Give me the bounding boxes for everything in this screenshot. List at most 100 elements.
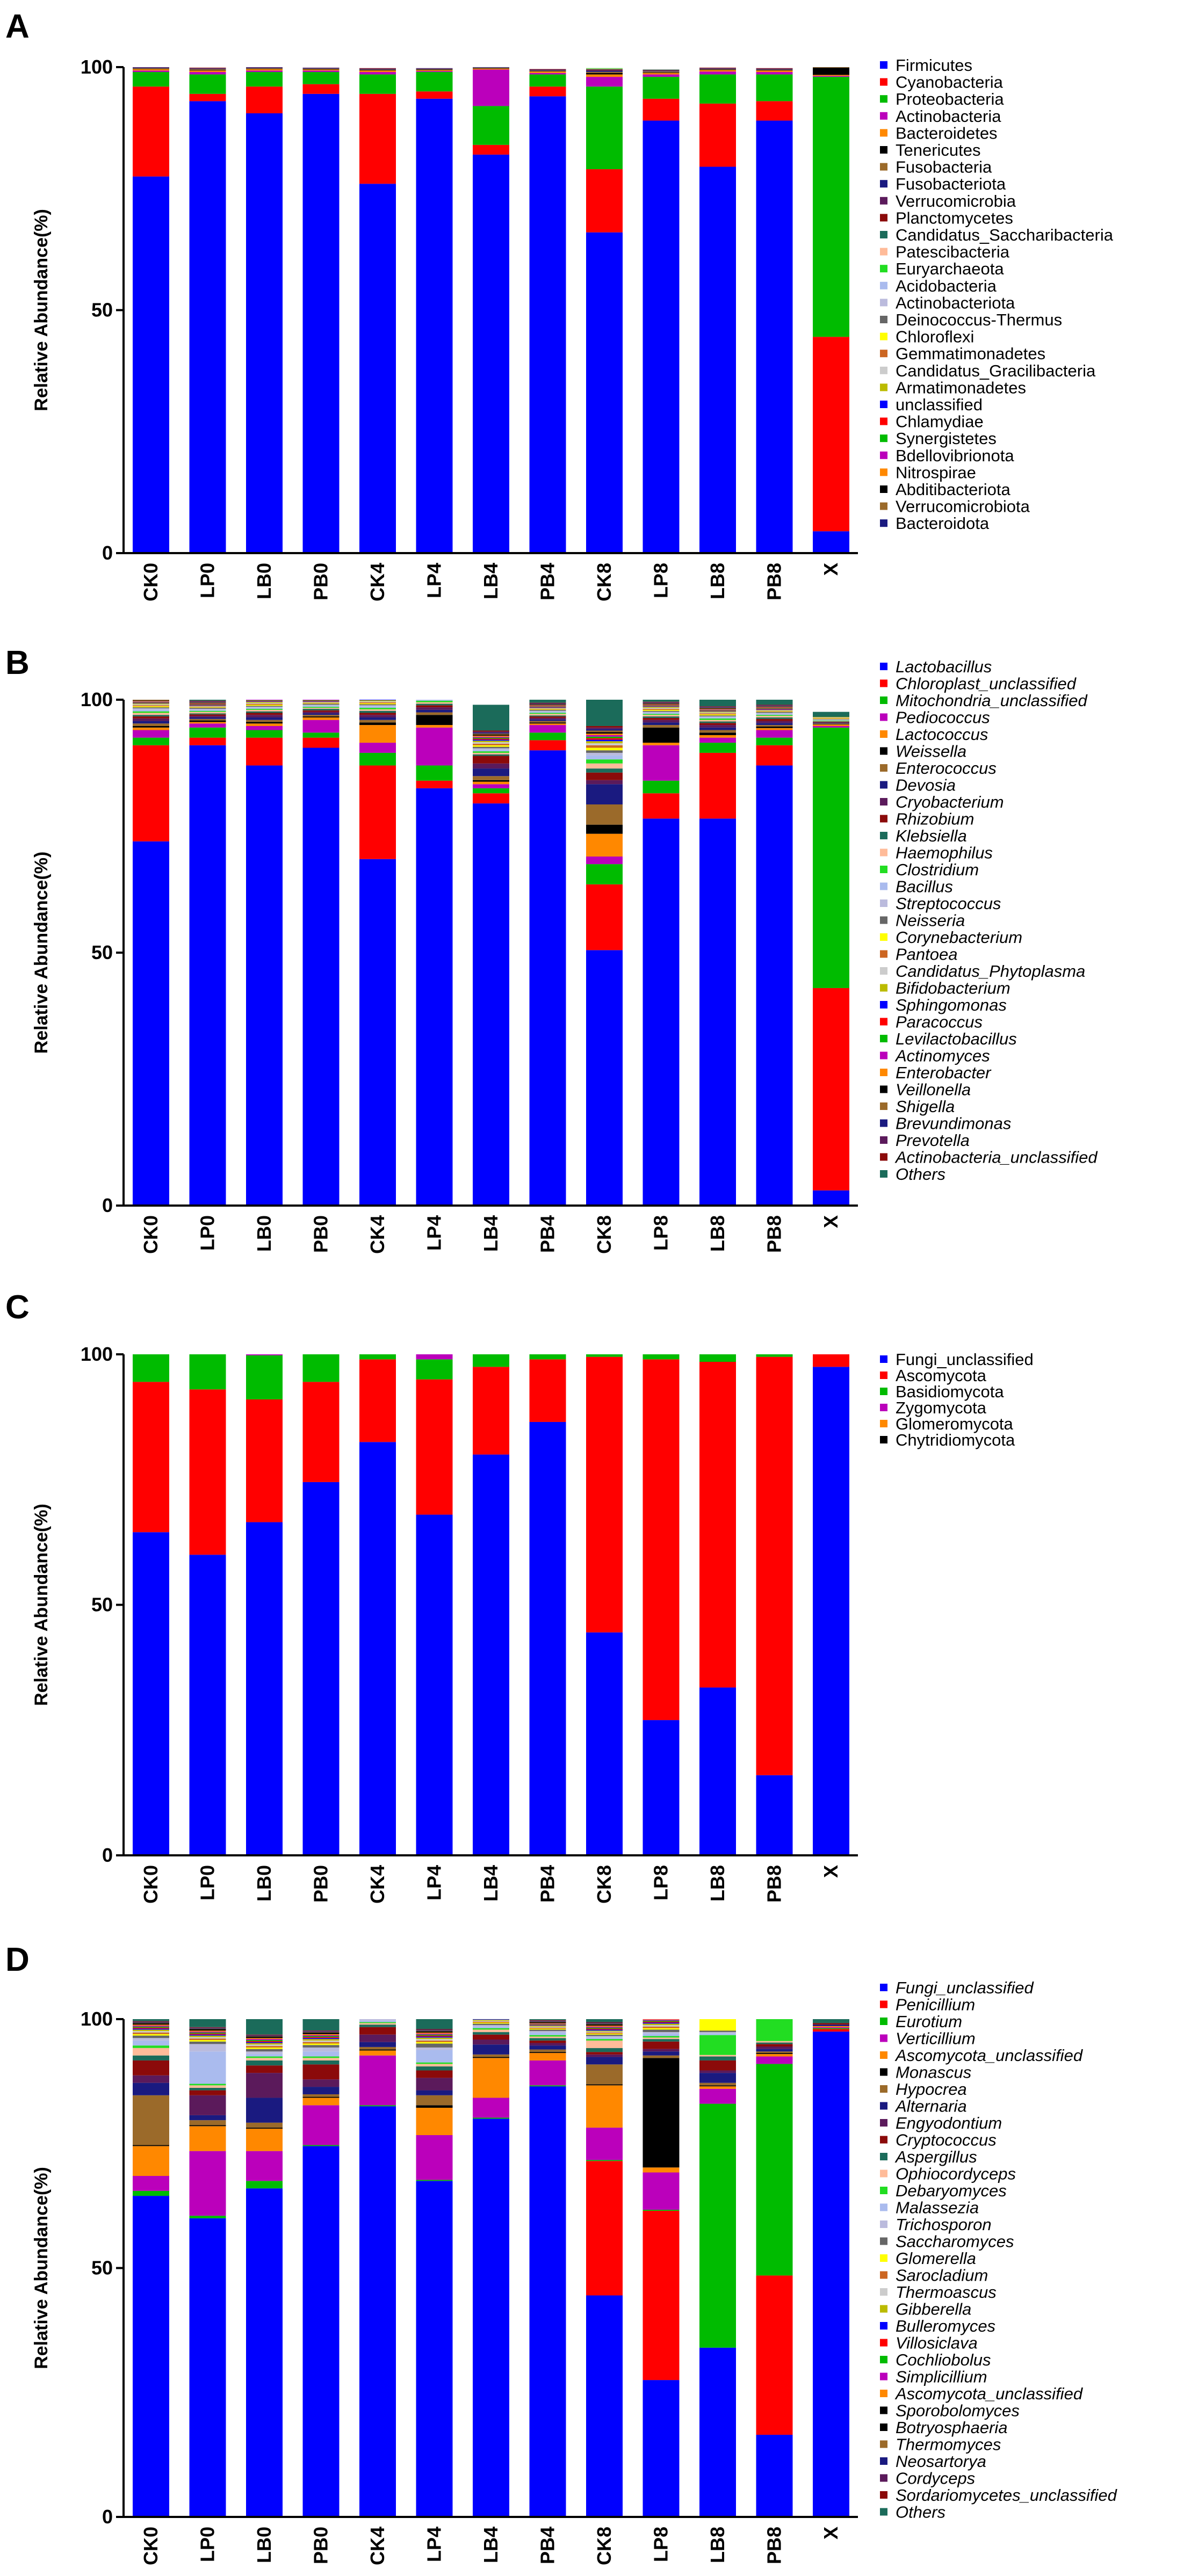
bar-segment: [643, 71, 680, 72]
bar-segment: [529, 706, 566, 707]
bar-segment: [246, 711, 283, 713]
bar-segment: [246, 701, 283, 702]
legend-swatch: [880, 2018, 887, 2025]
bar-segment: [416, 700, 453, 701]
bar-segment: [699, 2082, 736, 2086]
bar-segment: [756, 1354, 793, 1357]
legend-swatch: [880, 2339, 887, 2347]
bar-segment: [643, 708, 680, 710]
legend-label: Nitrospirae: [896, 463, 976, 482]
legend-swatch: [880, 112, 887, 120]
bar-segment: [246, 2128, 283, 2151]
legend-swatch: [880, 2372, 887, 2381]
bar-segment: [699, 735, 736, 738]
bar-segment: [246, 67, 283, 68]
bar-segment: [133, 68, 169, 69]
legend-swatch: [880, 1102, 887, 1110]
legend-swatch: [880, 129, 887, 137]
bar-segment: [586, 738, 623, 740]
legend-swatch: [880, 2254, 887, 2262]
bar-segment: [133, 2034, 169, 2036]
bar-segment: [189, 2033, 226, 2035]
bar-segment: [359, 184, 396, 553]
legend-swatch: [880, 899, 887, 907]
bar-segment: [813, 2031, 849, 2517]
legend-label: Ascomycota: [896, 1366, 987, 1385]
legend-swatch: [880, 713, 887, 721]
bar-segment: [643, 708, 680, 709]
bar-segment: [189, 712, 226, 714]
legend-swatch: [880, 61, 887, 69]
bar-segment: [699, 2035, 736, 2055]
bar-segment: [586, 1356, 623, 1632]
legend-label: Weissella: [896, 742, 966, 761]
bar-segment: [529, 703, 566, 705]
bar-segment: [813, 727, 849, 988]
bar-segment: [416, 2029, 453, 2030]
x-tick-label: LB4: [480, 563, 502, 599]
bar-segment: [586, 2030, 623, 2032]
bar-segment: [529, 2036, 566, 2038]
bar-segment: [586, 727, 623, 729]
bar-segment: [473, 144, 509, 155]
legend-label: Alternaria: [894, 2097, 967, 2116]
bar-segment: [473, 1367, 509, 1455]
legend-label: Synergistetes: [896, 429, 997, 448]
bar-segment: [416, 705, 453, 708]
bar-segment: [416, 703, 453, 706]
bar-segment: [586, 72, 623, 73]
bar-segment: [813, 2028, 849, 2029]
bar-segment: [586, 2022, 623, 2023]
bar-segment: [699, 717, 736, 719]
bar-segment: [643, 2210, 680, 2211]
bar-segment: [133, 2023, 169, 2025]
bar-segment: [586, 2026, 623, 2027]
bar-segment: [133, 2095, 169, 2145]
bar-segment: [529, 2026, 566, 2027]
bars: [133, 700, 849, 1206]
bar-segment: [643, 2167, 680, 2173]
bar-stack-CK4: [359, 2019, 396, 2517]
legend-swatch: [880, 2406, 887, 2414]
bar-stack-LP0: [189, 67, 226, 554]
bar-segment: [756, 726, 793, 728]
bar-segment: [302, 708, 340, 710]
bar-segment: [699, 708, 736, 709]
legend-label: Villosiclava: [896, 2334, 978, 2353]
bar-stack-CK0: [133, 1354, 169, 1855]
bar-segment: [529, 1359, 566, 1422]
bar-stack-PB0: [302, 2019, 340, 2517]
x-tick-label: PB8: [763, 563, 785, 600]
panel-letter: C: [5, 1289, 30, 1326]
bar-segment: [473, 2025, 509, 2027]
legend-label: Simplicillium: [896, 2368, 987, 2386]
bar-segment: [133, 2048, 169, 2056]
legend-label: Sporobolomyces: [896, 2401, 1020, 2420]
bar-segment: [189, 706, 226, 707]
bar-segment: [246, 715, 283, 717]
legend-label: Verrucomicrobiota: [896, 497, 1030, 516]
x-tick-label: CK4: [366, 1865, 388, 1904]
bar-segment: [756, 2044, 793, 2047]
bar-segment: [586, 752, 623, 756]
x-tick-label: LB8: [706, 1865, 728, 1902]
bar-segment: [529, 715, 566, 717]
legend-label: Aspergillus: [894, 2147, 977, 2166]
bar-segment: [586, 2027, 623, 2029]
bar-segment: [643, 77, 680, 99]
legend-label: Actinobacteria: [896, 107, 1001, 126]
bar-segment: [473, 2023, 509, 2026]
legend-label: Fusobacteria: [896, 158, 992, 177]
bar-segment: [813, 721, 849, 722]
bar-segment: [529, 2031, 566, 2033]
x-tick-label: CK0: [140, 563, 162, 601]
bar-segment: [586, 864, 623, 884]
bar-segment: [756, 717, 793, 719]
bar-segment: [359, 69, 396, 70]
bar-segment: [586, 2022, 623, 2023]
legend-swatch: [880, 366, 887, 374]
legend-label: Sarocladium: [896, 2266, 988, 2285]
bar-segment: [189, 2051, 226, 2084]
bar-segment: [813, 75, 849, 76]
bar-segment: [473, 750, 509, 752]
